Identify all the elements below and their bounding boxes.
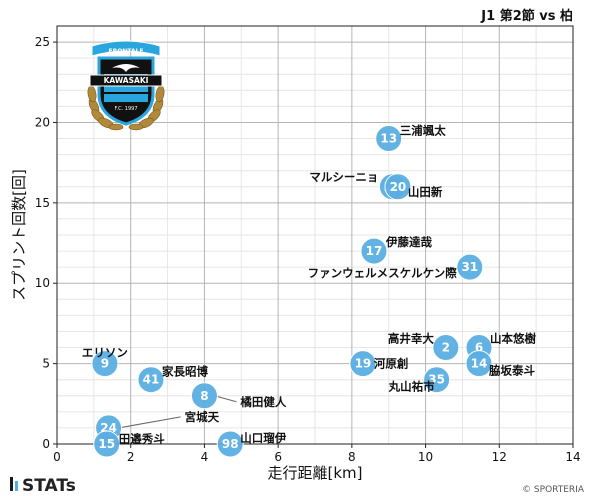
top-banner: FRONTALE — [91, 40, 161, 57]
player-number: 41 — [143, 373, 160, 387]
player-name-label: 丸山祐市 — [388, 380, 435, 394]
y-tick-label: 0 — [42, 437, 50, 451]
y-tick-label: 5 — [42, 357, 50, 371]
player-marker — [93, 430, 121, 458]
player-marker — [456, 253, 484, 281]
player-number: 31 — [461, 260, 478, 274]
y-tick-label: 10 — [35, 276, 50, 290]
player-number: 35 — [428, 373, 445, 387]
player-name-label: 山口瑠伊 — [240, 431, 286, 445]
player-marker — [432, 334, 460, 362]
player-number: 15 — [98, 437, 115, 451]
player-name-label: マルシーニョ — [309, 170, 378, 184]
player-name-label: ファンウェルメスケルケン際 — [308, 266, 458, 280]
club-logo: FRONTALE KAWASAKI F.C. 1997 — [87, 40, 165, 131]
leader-line — [118, 416, 181, 429]
logo-banner-mid-text: KAWASAKI — [104, 76, 149, 85]
y-axis-label: スプリント回数[回] — [10, 169, 28, 301]
y-tick-label: 15 — [35, 196, 50, 210]
logo-banner-small-text: F.C. 1997 — [114, 106, 137, 112]
player-marker — [349, 350, 377, 378]
player-number: 98 — [222, 437, 239, 451]
player-number: 9 — [101, 357, 109, 371]
stats-bars-icon — [10, 477, 18, 491]
player-name-label: 河原創 — [374, 357, 409, 371]
y-tick-label: 25 — [35, 35, 50, 49]
player-number: 17 — [366, 244, 383, 258]
player-marker — [91, 350, 119, 378]
player-marker — [384, 173, 412, 201]
middle-banner: KAWASAKI — [89, 74, 163, 87]
y-ticks: 0 5 10 15 20 25 — [35, 35, 57, 451]
player-marker — [216, 430, 244, 458]
x-tick-label: 8 — [348, 450, 356, 464]
player-number: 19 — [355, 357, 372, 371]
match-label: J1 第2節 vs 柏 — [480, 8, 573, 24]
player-name-label: 田邉秀斗 — [119, 432, 165, 446]
player-marker — [137, 366, 165, 394]
player-number: 2 — [442, 341, 450, 355]
x-tick-label: 12 — [492, 450, 507, 464]
x-ticks: 0 2 4 6 8 10 12 14 — [53, 444, 581, 464]
player-number: 14 — [471, 357, 488, 371]
laurel-wreath-icon — [87, 85, 165, 131]
player-name-label: 脇坂泰斗 — [489, 364, 535, 378]
x-tick-label: 4 — [201, 450, 209, 464]
player-marker — [465, 350, 493, 378]
x-tick-label: 10 — [418, 450, 433, 464]
player-name-label: 三浦颯太 — [400, 124, 446, 138]
x-tick-label: 2 — [127, 450, 135, 464]
player-name-label: 伊藤達哉 — [385, 235, 432, 249]
label-leaders — [118, 395, 237, 429]
x-tick-label: 14 — [565, 450, 580, 464]
player-number: 13 — [380, 132, 397, 146]
player-name-label: エリソン — [82, 346, 128, 360]
player-name-label: 橘田健人 — [239, 395, 286, 409]
x-axis-label: 走行距離[km] — [267, 464, 362, 482]
x-tick-label: 6 — [274, 450, 282, 464]
logo-banner-top-text: FRONTALE — [108, 48, 143, 55]
player-marker — [190, 382, 218, 410]
player-number: 20 — [390, 180, 407, 194]
player-name-label: 高井幸大 — [388, 332, 434, 346]
player-name-label: 宮城天 — [185, 410, 220, 424]
leader-line — [214, 395, 237, 403]
y-tick-label: 20 — [35, 115, 50, 129]
player-name-label: 山田新 — [408, 185, 443, 199]
player-marker — [360, 237, 388, 265]
player-name-label: 山本悠樹 — [490, 332, 536, 346]
plot-frame — [56, 25, 574, 445]
player-number: 8 — [200, 389, 208, 403]
player-marker — [375, 125, 403, 153]
stats-brand: STATs — [10, 476, 76, 496]
data-markers: 1322201731261419359418241598 — [91, 125, 493, 458]
x-tick-label: 0 — [53, 450, 61, 464]
plot-border — [56, 25, 574, 445]
brand-text: STATs — [22, 476, 76, 496]
player-number: 6 — [475, 341, 483, 355]
copyright-text: © SPORTERIA — [522, 485, 585, 495]
player-name-label: 家長昭博 — [162, 365, 208, 379]
player-marker — [423, 366, 451, 394]
dolphin-icon — [112, 64, 140, 72]
